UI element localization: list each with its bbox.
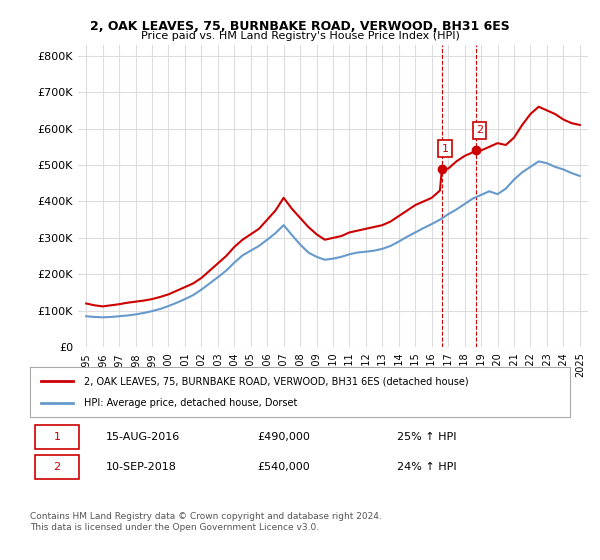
Text: 2, OAK LEAVES, 75, BURNBAKE ROAD, VERWOOD, BH31 6ES: 2, OAK LEAVES, 75, BURNBAKE ROAD, VERWOO… — [90, 20, 510, 32]
Text: 1: 1 — [53, 432, 61, 442]
Text: 2: 2 — [53, 462, 61, 472]
Text: Contains HM Land Registry data © Crown copyright and database right 2024.
This d: Contains HM Land Registry data © Crown c… — [30, 512, 382, 532]
Text: 2, OAK LEAVES, 75, BURNBAKE ROAD, VERWOOD, BH31 6ES (detached house): 2, OAK LEAVES, 75, BURNBAKE ROAD, VERWOO… — [84, 377, 469, 387]
Text: HPI: Average price, detached house, Dorset: HPI: Average price, detached house, Dors… — [84, 398, 298, 408]
Text: 24% ↑ HPI: 24% ↑ HPI — [397, 462, 457, 472]
Text: 15-AUG-2016: 15-AUG-2016 — [106, 432, 180, 442]
Text: Price paid vs. HM Land Registry's House Price Index (HPI): Price paid vs. HM Land Registry's House … — [140, 31, 460, 41]
Text: 25% ↑ HPI: 25% ↑ HPI — [397, 432, 457, 442]
FancyBboxPatch shape — [35, 455, 79, 479]
Text: 2: 2 — [476, 125, 483, 136]
Text: 1: 1 — [442, 143, 449, 153]
FancyBboxPatch shape — [35, 424, 79, 449]
Text: £490,000: £490,000 — [257, 432, 310, 442]
Text: £540,000: £540,000 — [257, 462, 310, 472]
Text: 10-SEP-2018: 10-SEP-2018 — [106, 462, 176, 472]
